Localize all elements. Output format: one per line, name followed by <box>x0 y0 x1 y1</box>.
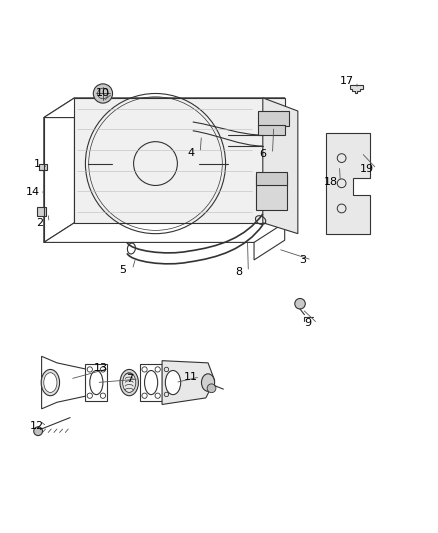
Polygon shape <box>44 98 74 243</box>
Circle shape <box>34 427 42 435</box>
Text: 4: 4 <box>187 148 194 158</box>
Text: 9: 9 <box>304 318 311 328</box>
Text: 5: 5 <box>119 264 126 274</box>
Polygon shape <box>140 364 162 401</box>
Ellipse shape <box>201 374 215 391</box>
Text: 6: 6 <box>259 149 266 159</box>
Bar <box>258 111 289 126</box>
Polygon shape <box>162 361 215 405</box>
Polygon shape <box>42 356 88 409</box>
Text: 13: 13 <box>94 363 108 373</box>
Polygon shape <box>85 364 107 401</box>
Circle shape <box>207 384 216 393</box>
Text: 2: 2 <box>36 217 43 228</box>
Polygon shape <box>74 98 285 223</box>
Text: 8: 8 <box>235 266 242 277</box>
Text: 12: 12 <box>30 422 44 431</box>
Text: 10: 10 <box>96 88 110 99</box>
Text: 3: 3 <box>299 255 306 265</box>
Polygon shape <box>326 133 370 233</box>
Ellipse shape <box>120 369 138 395</box>
Polygon shape <box>44 223 285 243</box>
Bar <box>258 125 285 135</box>
Bar <box>256 172 287 185</box>
Ellipse shape <box>41 369 60 395</box>
Ellipse shape <box>166 370 180 394</box>
Polygon shape <box>254 98 285 260</box>
Polygon shape <box>44 98 285 118</box>
Text: 14: 14 <box>26 187 40 197</box>
Text: 1: 1 <box>34 159 41 168</box>
Circle shape <box>93 84 113 103</box>
Text: 7: 7 <box>126 374 133 384</box>
Polygon shape <box>263 98 298 233</box>
Ellipse shape <box>44 373 57 392</box>
Polygon shape <box>350 85 363 93</box>
Ellipse shape <box>123 373 136 392</box>
Bar <box>37 207 46 216</box>
Bar <box>39 164 47 170</box>
Circle shape <box>295 298 305 309</box>
Text: 18: 18 <box>324 177 338 187</box>
Text: 11: 11 <box>184 372 198 382</box>
Text: 17: 17 <box>340 76 354 86</box>
Text: 19: 19 <box>360 164 374 174</box>
Bar <box>256 174 287 209</box>
